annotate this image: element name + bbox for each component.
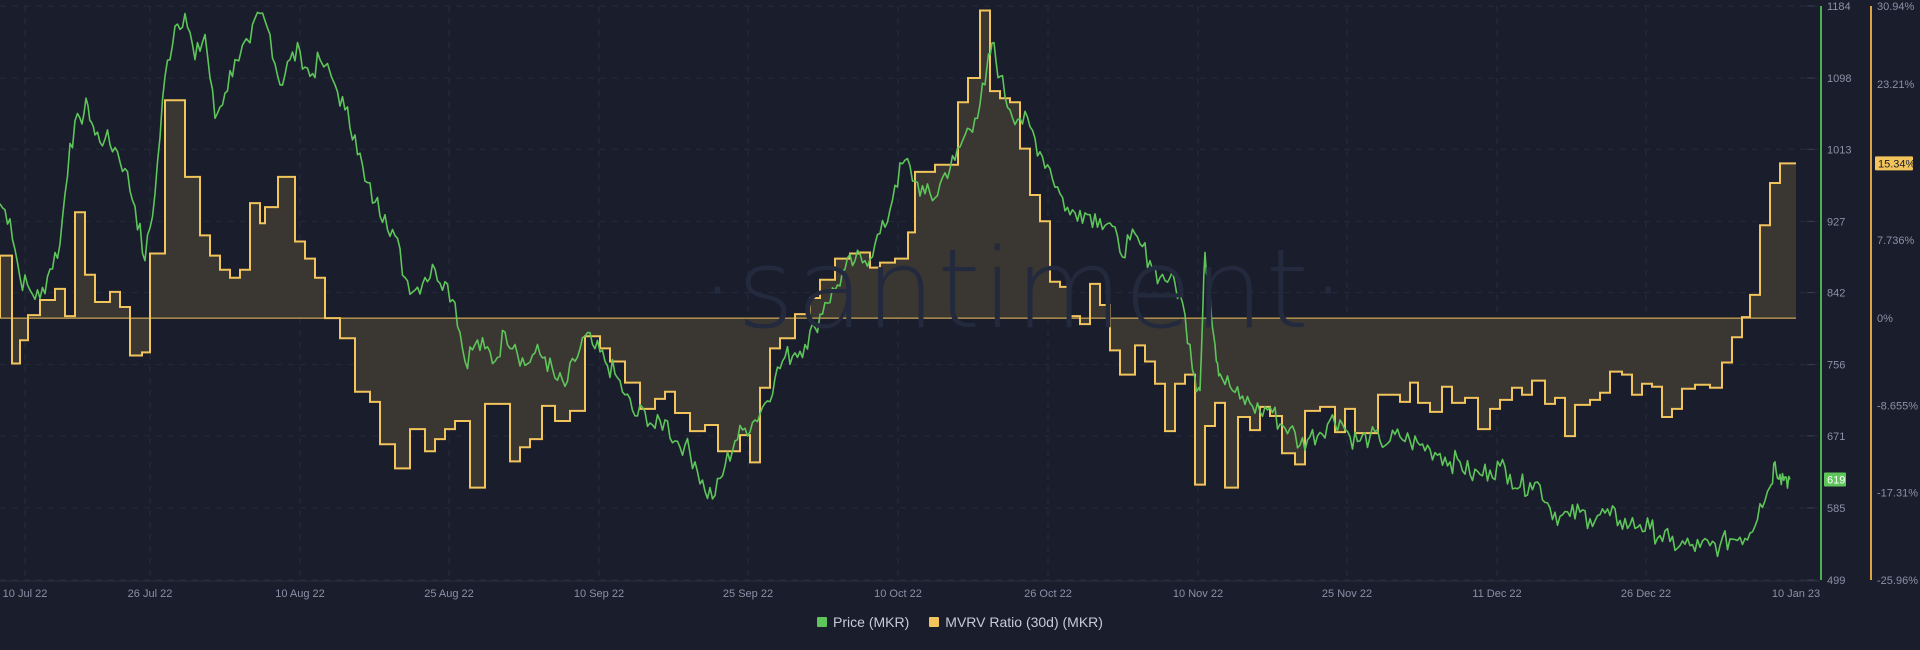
svg-text:26 Dec 22: 26 Dec 22 (1621, 588, 1671, 600)
svg-text:7.736%: 7.736% (1877, 235, 1915, 247)
mvrv-area-series (0, 9, 1796, 489)
price-swatch-icon (817, 617, 828, 627)
svg-text:10 Aug 22: 10 Aug 22 (275, 588, 325, 600)
svg-text:1013: 1013 (1827, 144, 1851, 156)
svg-text:-25.96%: -25.96% (1877, 575, 1918, 587)
x-axis: 10 Jul 22 26 Jul 22 10 Aug 22 25 Aug 22 10 S… (3, 588, 1820, 600)
svg-text:10 Nov 22: 10 Nov 22 (1173, 588, 1223, 600)
svg-text:25 Sep 22: 25 Sep 22 (723, 588, 773, 600)
svg-text:26 Oct 22: 26 Oct 22 (1024, 588, 1072, 600)
svg-text:499: 499 (1827, 575, 1845, 587)
svg-text:1184: 1184 (1827, 1, 1851, 13)
legend-label-mvrv: MVRV Ratio (30d) (MKR) (945, 614, 1103, 630)
svg-text:10 Jan 23: 10 Jan 23 (1772, 588, 1820, 600)
svg-text:30.94%: 30.94% (1877, 1, 1915, 13)
legend-item-price[interactable]: Price (MKR) (817, 614, 909, 630)
mvrv-swatch-icon (929, 617, 940, 627)
svg-text:1098: 1098 (1827, 73, 1851, 85)
svg-text:10 Sep 22: 10 Sep 22 (574, 588, 624, 600)
svg-text:671: 671 (1827, 431, 1845, 443)
svg-text:23.21%: 23.21% (1877, 79, 1915, 91)
svg-text:927: 927 (1827, 216, 1845, 228)
svg-text:756: 756 (1827, 360, 1845, 372)
svg-text:585: 585 (1827, 503, 1845, 515)
svg-text:842: 842 (1827, 288, 1845, 300)
svg-text:26 Jul 22: 26 Jul 22 (128, 588, 173, 600)
legend-item-mvrv[interactable]: MVRV Ratio (30d) (MKR) (929, 614, 1103, 630)
mvrv-axis: 30.94% 23.21% 7.736% 0% -8.655% -17.31% -25.96… (1870, 1, 1918, 587)
svg-text:10 Oct 22: 10 Oct 22 (874, 588, 922, 600)
svg-text:10 Jul 22: 10 Jul 22 (3, 588, 48, 600)
price-axis: 1184 1098 1013 927 842 756 671 585 499 619 (1807, 1, 1851, 587)
svg-text:15.34%: 15.34% (1878, 158, 1916, 170)
svg-text:25 Aug 22: 25 Aug 22 (424, 588, 474, 600)
svg-text:0%: 0% (1877, 313, 1893, 325)
svg-text:11 Dec 22: 11 Dec 22 (1472, 588, 1521, 600)
legend-label-price: Price (MKR) (833, 614, 910, 630)
svg-text:-17.31%: -17.31% (1877, 488, 1918, 500)
price-line-series (0, 11, 1791, 558)
svg-text:-8.655%: -8.655% (1877, 400, 1918, 412)
grid-lines (0, 5, 1820, 582)
svg-text:25 Nov 22: 25 Nov 22 (1322, 588, 1372, 600)
chart-legend: Price (MKR) MVRV Ratio (30d) (MKR) (0, 614, 1920, 630)
svg-text:619: 619 (1827, 474, 1845, 486)
